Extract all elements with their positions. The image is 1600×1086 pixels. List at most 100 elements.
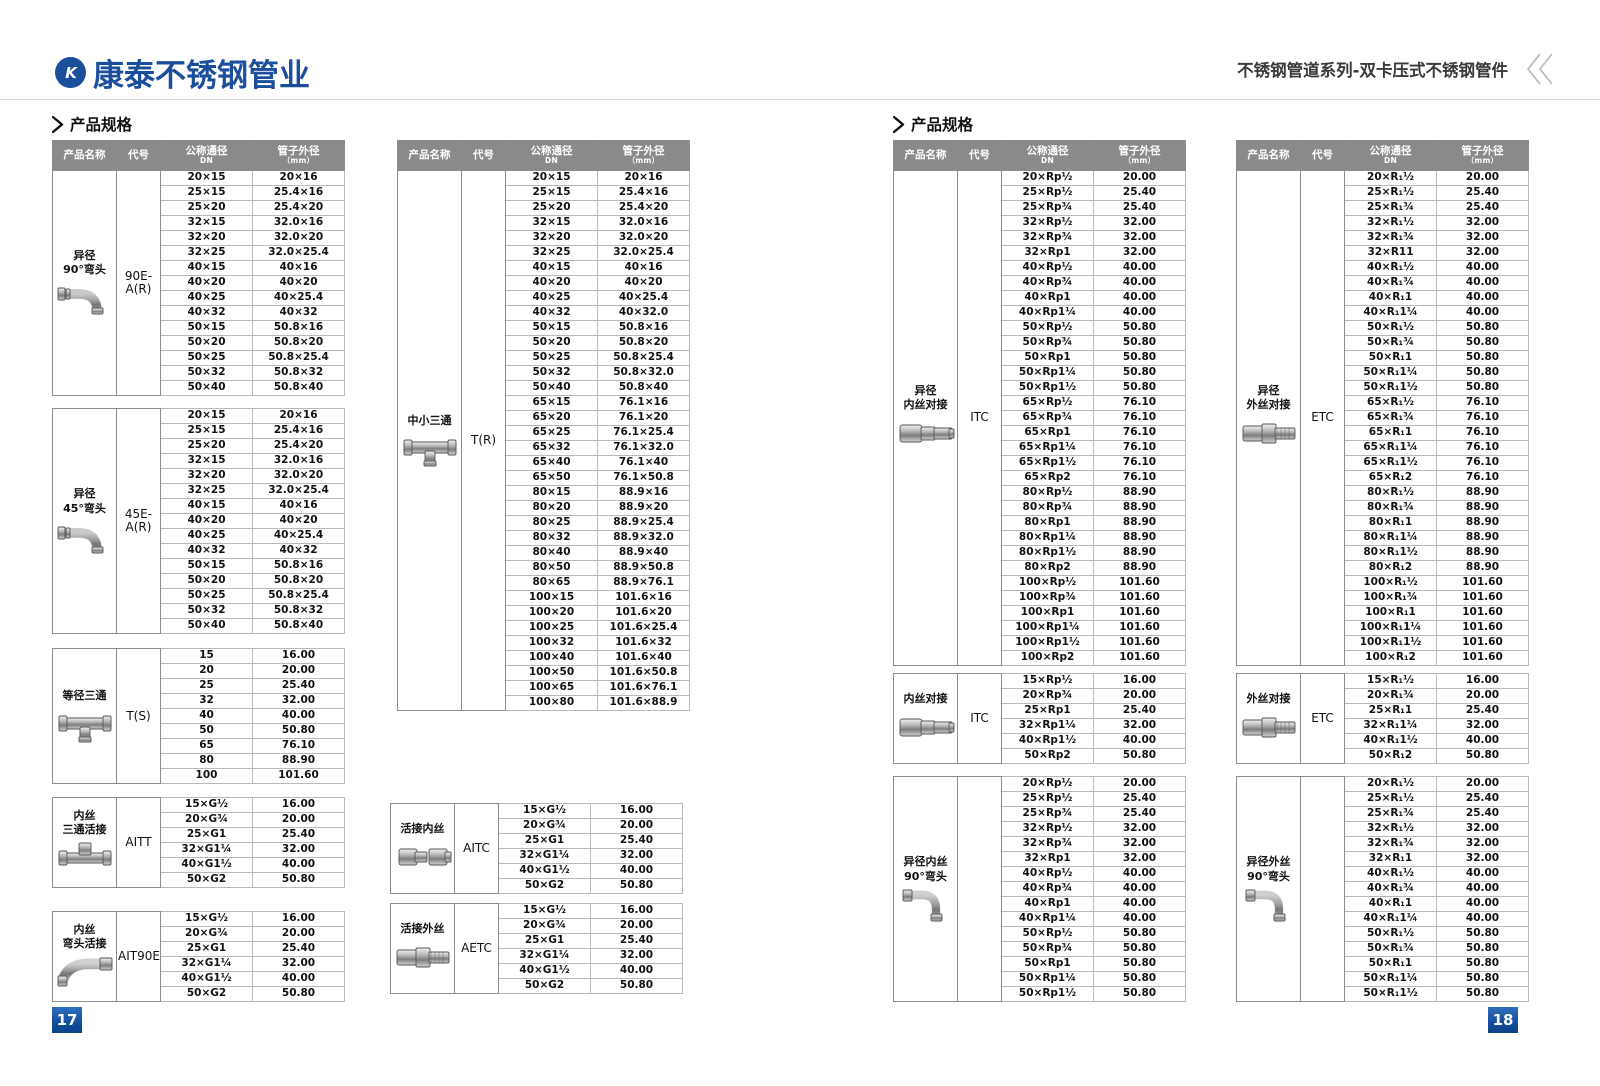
nominal-diameter-cell: 65×R₁1 (1344, 424, 1437, 441)
nominal-diameter-cell: 25×20 (505, 199, 598, 216)
nominal-diameter-cell: 80×Rp¾ (1001, 499, 1094, 516)
outer-diameter-cell: 20.00 (252, 663, 345, 679)
table-row: 32×R₁¾ 32.00 (1237, 836, 1529, 852)
outer-diameter-cell: 50.80 (590, 978, 683, 994)
table-row: 32×20 32.0×20 (53, 468, 345, 484)
outer-diameter-cell: 32.0×20 (252, 468, 345, 484)
spec-table-t13: 外丝对接 ETC 15×R₁½ 16.00 20×R₁¾ 20.00 25×R₁1 25.40… (1236, 673, 1529, 764)
nominal-diameter-cell: 40×R₁1¼ (1344, 911, 1437, 927)
nominal-diameter-cell: 80×R₁½ (1344, 484, 1437, 501)
nominal-diameter-cell: 50×G2 (160, 986, 253, 1002)
nominal-diameter-cell: 65 (160, 738, 253, 754)
outer-diameter-cell: 25.40 (1436, 806, 1529, 822)
outer-diameter-cell: 25.4×20 (252, 199, 345, 216)
nominal-diameter-cell: 50×R₁1 (1344, 349, 1437, 366)
outer-diameter-cell: 88.90 (1436, 514, 1529, 531)
product-name-cell: 异径外丝 90°弯头 (1236, 776, 1301, 1002)
table-row: 25×R₁1 25.40 (1237, 703, 1529, 719)
table-row: 80×50 88.9×50.8 (398, 559, 690, 576)
nominal-diameter-cell: 20×R₁½ (1344, 776, 1437, 792)
table-row: 32×G1¼ 32.00 (53, 956, 345, 972)
nominal-diameter-cell: 40×25 (160, 289, 253, 306)
outer-diameter-cell: 20.00 (1436, 169, 1529, 186)
outer-diameter-cell: 101.6×50.8 (597, 664, 690, 681)
nominal-diameter-cell: 50×32 (505, 364, 598, 381)
table-row: 50×R₁1½ 50.80 (1237, 379, 1529, 396)
nominal-diameter-cell: 25×G1 (498, 933, 591, 949)
table-row: 50×Rp1½ 50.80 (894, 379, 1186, 396)
outer-diameter-cell: 101.60 (1093, 634, 1186, 651)
section-title-right-label: 产品规格 (911, 116, 974, 134)
nominal-diameter-cell: 65×Rp1¼ (1001, 439, 1094, 456)
table-row: 32×20 32.0×20 (53, 229, 345, 246)
nominal-diameter-cell: 32×Rp1 (1001, 244, 1094, 261)
spec-table-t12: 产品名称 代号 公称通径 DN 管子外径 （mm） 异径 外丝对接 ETC 20×R₁½ 20.00… (1236, 140, 1529, 666)
nominal-diameter-cell: 65×Rp1 (1001, 424, 1094, 441)
outer-diameter-cell: 76.10 (1436, 409, 1529, 426)
table-row: 内丝 弯头活接 AIT90E 15×G½ 16.00 (52, 911, 345, 1002)
nominal-diameter-cell: 50×40 (505, 379, 598, 396)
nominal-diameter-cell: 100×32 (505, 634, 598, 651)
nominal-diameter-cell: 40×G1½ (498, 863, 591, 879)
nominal-diameter-cell: 25×R₁½ (1344, 791, 1437, 807)
nominal-diameter-cell: 32×R₁½ (1344, 821, 1437, 837)
outer-diameter-cell: 76.10 (1436, 424, 1529, 441)
table-row: 40×Rp1 40.00 (894, 289, 1186, 306)
nominal-diameter-cell: 50×20 (160, 573, 253, 589)
nominal-diameter-cell: 50×Rp1¼ (1001, 971, 1094, 987)
tee-reducing-icon (403, 439, 457, 467)
table-row: 80×R₁2 88.90 (1237, 559, 1529, 576)
outer-diameter-cell: 101.6×32 (597, 634, 690, 651)
outer-diameter-cell: 50.80 (1093, 926, 1186, 942)
product-code-cell: T(S) (116, 648, 161, 784)
section-title-right: 产品规格 (893, 113, 973, 135)
table-row: 20×G¾ 20.00 (53, 926, 345, 942)
outer-diameter-cell: 88.90 (1436, 529, 1529, 546)
nominal-diameter-cell: 50×Rp1 (1001, 956, 1094, 972)
spec-table-t3: 等径三通 T(S) 15 16.00 20 20.00 25 25.40 32 32.00 40 40… (52, 648, 345, 784)
product-name-text: 异径 45°弯头 (63, 487, 106, 515)
outer-diameter-cell: 32.00 (1436, 244, 1529, 261)
outer-diameter-cell: 50.80 (1093, 364, 1186, 381)
elbow-90-reducing-icon (57, 288, 104, 315)
nominal-diameter-cell: 80×R₁1 (1344, 514, 1437, 531)
nominal-diameter-cell: 20 (160, 663, 253, 679)
nominal-diameter-cell: 25×Rp¾ (1001, 806, 1094, 822)
outer-diameter-cell: 32.00 (1436, 214, 1529, 231)
outer-diameter-cell: 25.40 (1436, 791, 1529, 807)
table-row: 50×R₁1½ 50.80 (1237, 986, 1529, 1002)
union-male-icon (396, 947, 450, 968)
nominal-diameter-cell: 80×R₁¾ (1344, 499, 1437, 516)
nominal-diameter-cell: 50×Rp¾ (1001, 334, 1094, 351)
brand-logo: K 康泰不锈钢管业 (55, 50, 310, 95)
outer-diameter-cell: 32.00 (1436, 821, 1529, 837)
table-row: 40×Rp½ 40.00 (894, 259, 1186, 276)
outer-diameter-cell: 40.00 (1093, 304, 1186, 321)
table-row: 32×25 32.0×25.4 (53, 483, 345, 499)
outer-diameter-cell: 32.0×20 (252, 229, 345, 246)
nominal-diameter-cell: 32×R₁1 (1344, 851, 1437, 867)
table-row: 50×32 50.8×32.0 (398, 364, 690, 381)
table-row: 40×G1½ 40.00 (53, 971, 345, 987)
outer-diameter-cell: 32.00 (1093, 821, 1186, 837)
outer-diameter-cell: 25.40 (1093, 806, 1186, 822)
nominal-diameter-cell: 65×50 (505, 469, 598, 486)
table-row: 等径三通 T(S) 15 16.00 (52, 648, 345, 784)
outer-diameter-cell: 32.00 (1436, 836, 1529, 852)
nominal-diameter-cell: 80×25 (505, 514, 598, 531)
col-header-code: 代号 (116, 140, 161, 171)
outer-diameter-cell: 50.80 (1436, 748, 1529, 764)
outer-diameter-cell: 50.8×40 (252, 379, 345, 396)
table-row: 100×80 101.6×88.9 (398, 694, 690, 711)
header-series-title: 不锈钢管道系列-双卡压式不锈钢管件 (1237, 61, 1508, 80)
table-row: 活接外丝 AETC 15×G½ 16.00 (390, 903, 683, 994)
nominal-diameter-cell: 100×Rp1½ (1001, 634, 1094, 651)
nominal-diameter-cell: 32×25 (505, 244, 598, 261)
product-code-cell: AETC (454, 903, 499, 994)
nominal-diameter-cell: 40×R₁1 (1344, 289, 1437, 306)
outer-diameter-cell: 20×16 (252, 408, 345, 424)
nominal-diameter-cell: 100×R₁1¼ (1344, 619, 1437, 636)
nominal-diameter-cell: 40×32 (505, 304, 598, 321)
outer-diameter-cell: 50.8×32 (252, 603, 345, 619)
